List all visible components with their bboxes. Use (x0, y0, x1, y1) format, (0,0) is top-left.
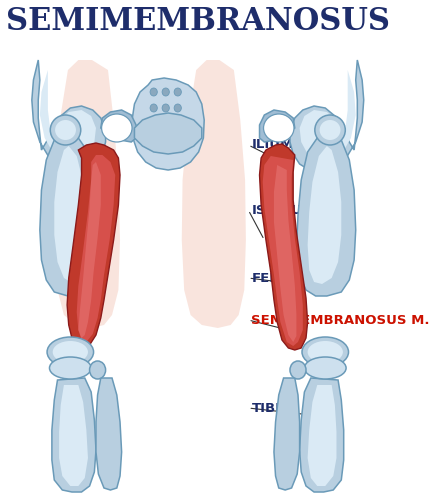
Polygon shape (132, 78, 204, 170)
Polygon shape (96, 378, 122, 490)
Polygon shape (260, 110, 295, 142)
Ellipse shape (290, 361, 306, 379)
Polygon shape (299, 70, 356, 160)
Polygon shape (32, 60, 105, 172)
Ellipse shape (162, 104, 169, 112)
Text: ISCHIUM: ISCHIUM (251, 204, 316, 216)
Ellipse shape (263, 114, 294, 142)
Polygon shape (274, 378, 299, 490)
Ellipse shape (304, 357, 346, 379)
Polygon shape (101, 110, 136, 142)
Polygon shape (52, 378, 96, 492)
Ellipse shape (174, 104, 181, 112)
Ellipse shape (150, 121, 157, 129)
Polygon shape (54, 60, 120, 328)
Text: BACK: BACK (52, 462, 92, 474)
Polygon shape (260, 144, 308, 350)
Text: SEMIMEMBRANOSUS: SEMIMEMBRANOSUS (6, 6, 390, 38)
Text: FEMUR: FEMUR (251, 272, 304, 284)
Ellipse shape (308, 341, 343, 363)
Polygon shape (290, 60, 364, 172)
Ellipse shape (150, 88, 157, 96)
Ellipse shape (315, 115, 345, 145)
Polygon shape (67, 143, 120, 348)
Polygon shape (54, 146, 88, 284)
Polygon shape (308, 146, 341, 284)
Polygon shape (274, 165, 296, 342)
Ellipse shape (174, 88, 181, 96)
Ellipse shape (320, 120, 341, 140)
Polygon shape (59, 385, 88, 486)
Text: TIBIA: TIBIA (251, 402, 291, 414)
Ellipse shape (302, 337, 349, 367)
Polygon shape (299, 378, 344, 492)
Text: ILIUM: ILIUM (251, 138, 294, 151)
Ellipse shape (150, 104, 157, 112)
Ellipse shape (55, 120, 76, 140)
Ellipse shape (49, 357, 91, 379)
Ellipse shape (53, 341, 88, 363)
Polygon shape (77, 155, 115, 342)
Polygon shape (135, 113, 202, 154)
Ellipse shape (162, 121, 169, 129)
Polygon shape (296, 138, 356, 296)
Polygon shape (308, 385, 336, 486)
Polygon shape (40, 138, 99, 296)
Ellipse shape (174, 121, 181, 129)
Ellipse shape (102, 114, 132, 142)
Ellipse shape (162, 138, 169, 145)
Text: SEMIMEMBRANOSUS M.: SEMIMEMBRANOSUS M. (251, 314, 430, 326)
Ellipse shape (50, 115, 81, 145)
Ellipse shape (47, 337, 94, 367)
Polygon shape (263, 156, 303, 346)
Polygon shape (79, 162, 101, 338)
Ellipse shape (162, 88, 169, 96)
Polygon shape (182, 60, 246, 328)
Ellipse shape (89, 361, 105, 379)
Polygon shape (40, 70, 96, 160)
